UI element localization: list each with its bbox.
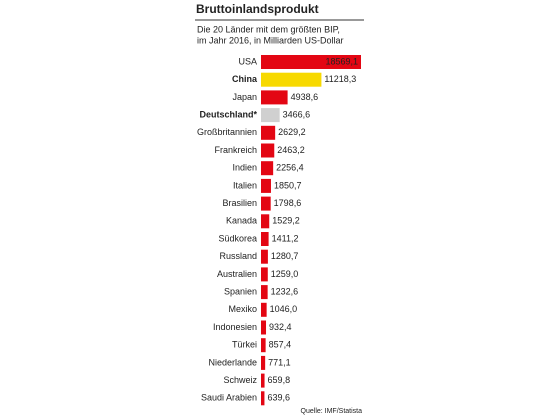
category-label: Großbritannien: [197, 127, 257, 137]
bar: [261, 320, 267, 335]
value-label: 1798,6: [274, 198, 302, 208]
bar: [261, 55, 361, 69]
value-label: 2629,2: [278, 127, 306, 137]
category-label: Japan: [232, 92, 257, 102]
bar: [261, 72, 322, 87]
value-label: 18569,1: [325, 56, 358, 66]
category-label: Spanien: [224, 286, 257, 296]
category-label: Indien: [232, 163, 257, 173]
value-label: 3466,6: [283, 109, 311, 119]
category-label: China: [232, 74, 258, 84]
bar: [261, 391, 265, 406]
bar: [261, 355, 266, 370]
bar: [261, 143, 275, 158]
value-label: 2256,4: [276, 163, 304, 173]
category-label: Frankreich: [214, 145, 257, 155]
value-label: 1280,7: [271, 251, 299, 261]
bar: [261, 161, 274, 176]
bar: [261, 108, 280, 123]
value-label: 932,4: [269, 322, 292, 332]
bar: [261, 196, 271, 211]
category-label: USA: [238, 56, 257, 66]
value-label: 857,4: [269, 340, 292, 350]
value-label: 1529,2: [272, 216, 300, 226]
category-label: Mexiko: [228, 304, 257, 314]
value-label: 2463,2: [277, 145, 305, 155]
category-label: Italien: [233, 180, 257, 190]
value-label: 11218,3: [324, 74, 356, 84]
subtitle: Die 20 Länder mit dem größten BIP,: [197, 24, 340, 34]
bar: [261, 125, 276, 140]
category-label: Kanada: [226, 216, 257, 226]
category-label: Deutschland*: [199, 109, 257, 119]
value-label: 1259,0: [271, 269, 299, 279]
bar: [261, 373, 265, 388]
category-label: Brasilien: [222, 198, 257, 208]
value-label: 771,1: [268, 357, 291, 367]
category-label: Indonesien: [213, 322, 257, 332]
value-label: 4938,6: [291, 92, 319, 102]
bar: [261, 302, 267, 317]
category-label: Türkei: [232, 340, 257, 350]
category-label: Schweiz: [223, 375, 257, 385]
bar: [261, 285, 268, 300]
value-label: 1850,7: [274, 180, 302, 190]
value-label: 1046,0: [270, 304, 298, 314]
bar: [261, 214, 270, 229]
value-label: 639,6: [267, 393, 290, 403]
bar: [261, 338, 266, 353]
subtitle: im Jahr 2016, in Milliarden US-Dollar: [197, 35, 344, 45]
source: Quelle: IMF/Statista: [301, 408, 363, 415]
bar: [261, 232, 269, 246]
bar: [261, 249, 268, 264]
value-label: 1411,2: [272, 233, 299, 243]
category-label: Niederlande: [208, 357, 257, 367]
category-label: Südkorea: [218, 233, 257, 243]
bar: [261, 178, 271, 193]
bar: [261, 90, 288, 105]
bar: [261, 267, 268, 282]
category-label: Saudi Arabien: [201, 393, 257, 403]
category-label: Australien: [217, 269, 257, 279]
value-label: 659,8: [268, 375, 291, 385]
value-label: 1232,6: [271, 286, 299, 296]
category-label: Russland: [219, 251, 257, 261]
chart-title: Bruttoinlandsprodukt: [196, 2, 319, 16]
